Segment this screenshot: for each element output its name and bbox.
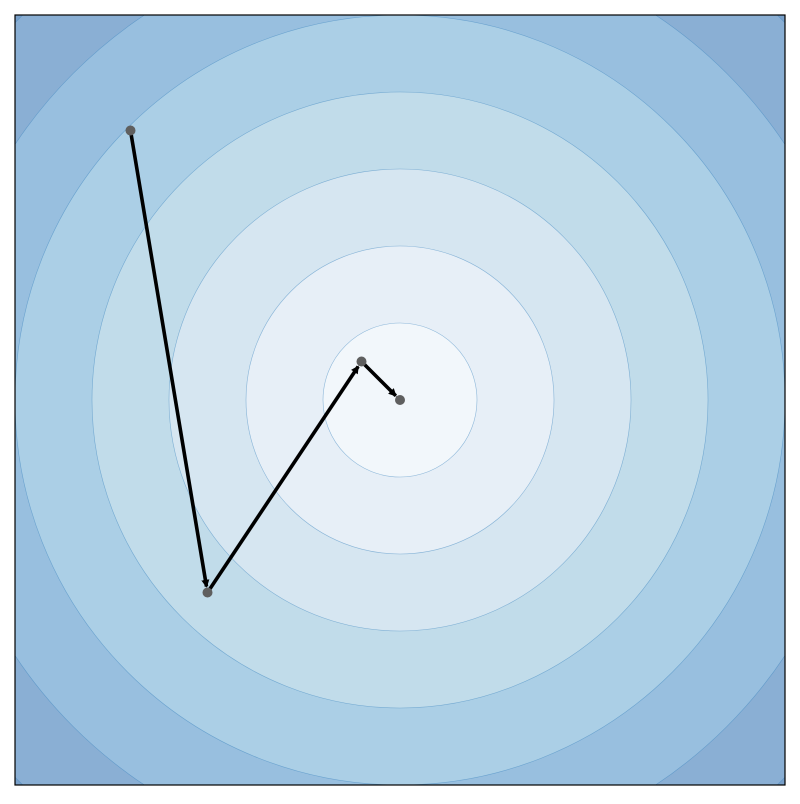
path-point-4 bbox=[395, 395, 405, 405]
path-point-3 bbox=[356, 356, 367, 367]
path-arrow-2 bbox=[206, 365, 360, 594]
plot-frame bbox=[14, 14, 786, 786]
path-arrow-1 bbox=[128, 130, 210, 588]
path-point-2 bbox=[202, 587, 213, 598]
path-arrow-3 bbox=[360, 360, 398, 398]
path-point-1 bbox=[125, 125, 136, 136]
path-layer bbox=[125, 125, 405, 598]
